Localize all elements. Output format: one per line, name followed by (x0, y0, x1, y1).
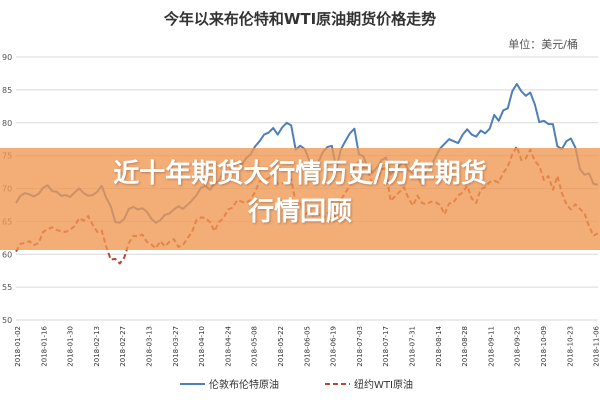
overlay-headline: 近十年期货大行情历史/历年期货 行情回顾 (0, 155, 600, 231)
legend-label-brent: 伦敦布伦特原油 (209, 378, 279, 391)
overlay-line-2: 行情回顾 (247, 197, 352, 227)
x-tick-label: 2018-10-09 (540, 326, 548, 367)
legend: 伦敦布伦特原油 纽约WTI原油 (180, 378, 413, 391)
x-tick-label: 2018-09-25 (514, 326, 522, 367)
x-tick-label: 2018-01-02 (14, 326, 22, 367)
y-tick-label: 85 (2, 86, 12, 95)
x-tick-label: 2018-10-23 (566, 326, 574, 367)
x-tick-label: 2018-11-06 (593, 325, 600, 366)
x-tick-label: 2018-02-27 (119, 326, 127, 367)
x-tick-label: 2018-03-13 (146, 326, 154, 367)
x-tick-label: 2018-04-10 (198, 326, 206, 367)
x-axis-ticks: 2018-01-02 2018-01-16 2018-01-30 2018-02-13… (14, 325, 600, 366)
x-tick-label: 2018-03-27 (172, 326, 180, 367)
x-tick-label: 2018-06-05 (303, 326, 311, 367)
y-tick-label: 60 (2, 250, 12, 259)
x-tick-label: 2018-02-13 (93, 326, 101, 367)
x-tick-label: 2018-06-19 (330, 326, 338, 367)
overlay-line-1: 近十年期货大行情历史/历年期货 (113, 159, 487, 189)
x-tick-label: 2018-05-22 (277, 326, 285, 367)
x-tick-label: 2018-07-03 (356, 326, 364, 367)
x-tick-label: 2018-01-16 (40, 325, 48, 366)
x-tick-label: 2018-04-24 (224, 325, 232, 366)
x-tick-label: 2018-09-11 (487, 326, 495, 367)
x-tick-label: 2018-07-17 (382, 326, 390, 367)
x-tick-label: 2018-07-31 (409, 326, 417, 367)
y-tick-label: 90 (2, 53, 12, 62)
x-tick-label: 2018-05-08 (251, 326, 259, 367)
chart-title: 今年以来布伦特和WTI原油期货价格走势 (163, 10, 436, 28)
x-tick-label: 2018-08-14 (435, 325, 443, 366)
y-tick-label: 80 (2, 119, 12, 128)
overlay-banner (0, 148, 600, 250)
unit-label: 单位：美元/桶 (508, 37, 578, 51)
y-tick-label: 50 (2, 316, 12, 325)
x-tick-label: 2018-01-30 (67, 326, 75, 367)
y-tick-label: 55 (2, 283, 12, 292)
x-tick-label: 2018-08-28 (461, 326, 469, 367)
legend-label-wti: 纽约WTI原油 (354, 378, 413, 391)
